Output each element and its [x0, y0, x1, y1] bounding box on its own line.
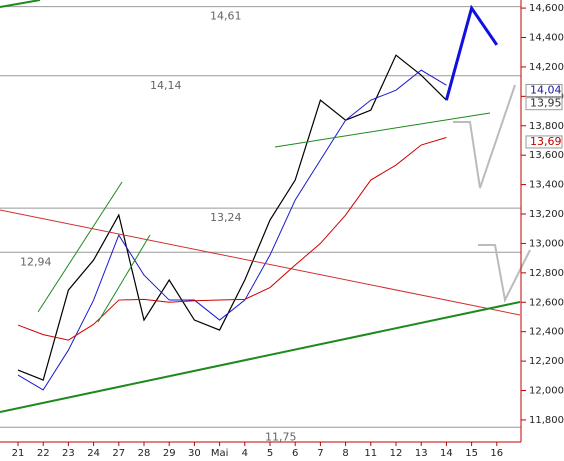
x-tick-label: 13: [415, 448, 428, 459]
level-label: 12,94: [20, 255, 52, 268]
y-tick-label: 13,800: [529, 121, 564, 132]
x-tick-label: 12: [390, 448, 403, 459]
x-tick-label: 14: [440, 448, 453, 459]
level-label: 14,14: [150, 79, 182, 92]
price-label: 13,69: [530, 135, 562, 148]
y-tick-label: 12,800: [529, 268, 564, 279]
trend-line: [274, 112, 491, 148]
series-line: [17, 137, 447, 341]
series-line: [444, 4, 499, 101]
x-tick-label: 5: [267, 448, 273, 459]
y-tick-label: 14,600: [529, 3, 564, 14]
x-tick-label: 30: [188, 448, 201, 459]
level-label: 13,24: [210, 211, 242, 224]
price-box: [525, 135, 563, 149]
y-tick-label: 12,400: [529, 327, 564, 338]
scenario-line: [453, 84, 516, 189]
series-line: [17, 69, 447, 391]
scenario-line: [478, 244, 531, 304]
price-box: [525, 83, 563, 97]
y-tick-label: 13,600: [529, 150, 564, 161]
x-tick-label: 7: [317, 448, 323, 459]
x-tick-label: 28: [138, 448, 151, 459]
plot-area: [0, 4, 521, 428]
y-tick-label: 12,200: [529, 356, 564, 367]
x-tick-label: 22: [37, 448, 50, 459]
trend-line: [37, 181, 123, 313]
x-tick-label: 23: [62, 448, 75, 459]
x-tick-label: 24: [87, 448, 100, 459]
x-tick-label: 6: [292, 448, 298, 459]
series-line: [17, 54, 447, 381]
y-tick-label: 14,400: [529, 33, 564, 44]
y-tick-label: 12,000: [529, 386, 564, 397]
x-tick-label: 29: [163, 448, 176, 459]
x-tick-label: 21: [12, 448, 25, 459]
x-tick-label: 8: [342, 448, 348, 459]
y-tick-label: 12,600: [529, 297, 564, 308]
y-tick-label: 13,000: [529, 238, 564, 249]
level-label: 11,75: [265, 430, 297, 443]
y-tick-label: 13,400: [529, 180, 564, 191]
x-tick-label: 16: [490, 448, 503, 459]
trend-line: [0, 0, 41, 8]
level-label: 14,61: [210, 10, 242, 23]
price-box: [525, 97, 563, 111]
trend-line: [97, 234, 151, 323]
price-label: 13,95: [530, 97, 562, 110]
x-tick-label: 27: [112, 448, 125, 459]
y-tick-label: 14,200: [529, 62, 564, 73]
x-tick-label: 4: [242, 448, 248, 459]
y-tick-label: 13,200: [529, 209, 564, 220]
trend-line: [0, 301, 521, 413]
price-label: 14,04: [530, 83, 562, 96]
x-tick-label: 15: [465, 448, 478, 459]
x-tick-label: Mai: [211, 448, 229, 459]
x-tick-label: 11: [364, 448, 377, 459]
y-tick-label: 11,800: [529, 415, 564, 426]
trend-line: [0, 209, 521, 316]
